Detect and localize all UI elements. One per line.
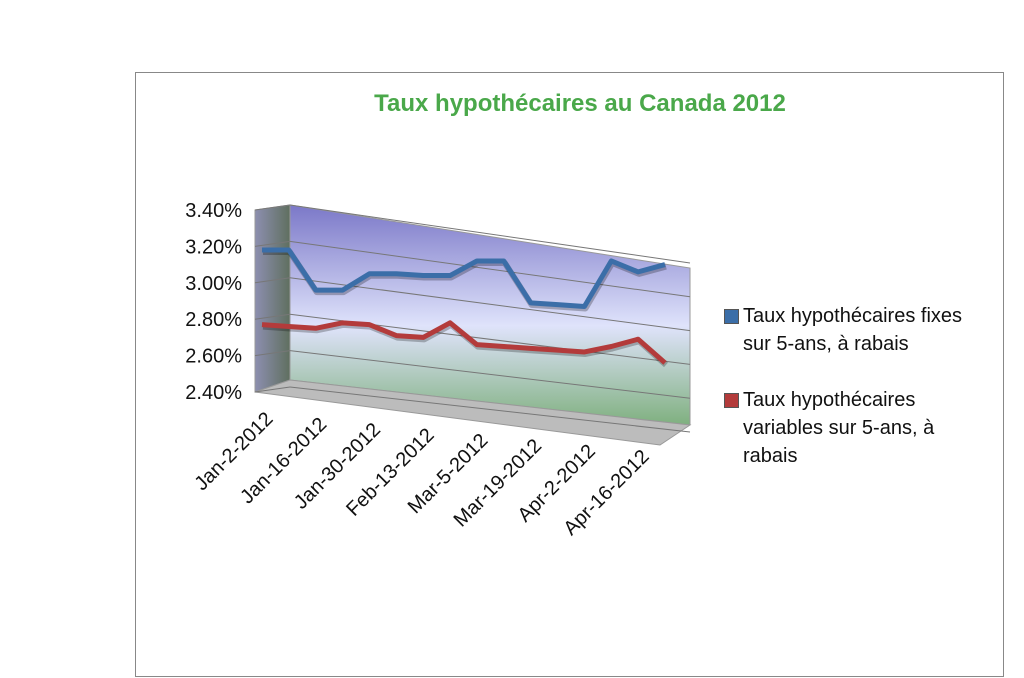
floor	[254, 379, 692, 446]
series-line	[262, 247, 666, 309]
legend-label: Taux hypothécaires variables sur 5-ans, …	[743, 389, 935, 467]
grid-line	[289, 240, 691, 298]
legend-label: Taux hypothécaires fixes sur 5-ans, à ra…	[743, 305, 963, 355]
grid-line	[254, 350, 291, 357]
grid-line	[289, 386, 691, 433]
y-tick-label: 2.80%	[185, 309, 242, 331]
grid-line	[254, 277, 291, 284]
y-tick-label: 3.00%	[185, 273, 242, 295]
y-tick-label: 2.60%	[185, 346, 242, 368]
side-wall	[254, 204, 291, 393]
grid-line	[254, 313, 291, 320]
legend-swatch	[724, 309, 739, 324]
grid-line	[289, 277, 691, 332]
chart-title: Taux hypothécaires au Canada 2012	[374, 90, 786, 117]
legend: Taux hypothécaires fixes sur 5-ans, à ra…	[724, 302, 964, 498]
y-tick-label: 3.20%	[185, 236, 242, 258]
grid-line	[289, 350, 691, 399]
grid-line	[254, 240, 291, 247]
legend-item: Taux hypothécaires fixes sur 5-ans, à ra…	[724, 302, 964, 358]
y-tick-label: 2.40%	[185, 382, 242, 404]
series-line	[261, 320, 667, 365]
grid-line	[254, 386, 291, 393]
legend-swatch	[724, 393, 739, 408]
grid-line	[289, 204, 691, 264]
grid-line	[254, 204, 291, 211]
y-tick-label: 3.40%	[185, 200, 242, 222]
legend-item: Taux hypothécaires variables sur 5-ans, …	[724, 386, 964, 470]
